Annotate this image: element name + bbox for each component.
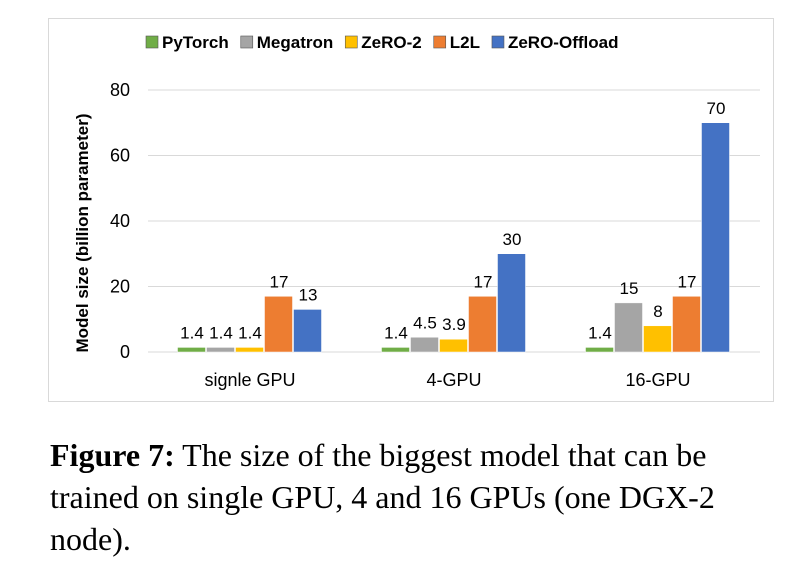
x-tick-label: 4-GPU	[426, 370, 481, 390]
bar-l2l-1	[468, 296, 497, 353]
y-tick-label: 20	[110, 277, 130, 297]
x-tick-label: 16-GPU	[625, 370, 690, 390]
caption-label: Figure 7:	[50, 437, 175, 473]
legend-swatch-l2l	[433, 35, 447, 49]
bar-pytorch-0	[177, 347, 206, 353]
bar-pytorch-1	[381, 347, 410, 353]
bar-zero-offload-2	[701, 122, 730, 353]
legend-swatch-pytorch	[145, 35, 159, 49]
data-label: 17	[678, 272, 697, 291]
x-tick-label: signle GPU	[204, 370, 295, 390]
y-tick-label: 0	[120, 342, 130, 362]
legend-label: L2L	[450, 33, 480, 52]
bar-megatron-2	[614, 302, 643, 353]
y-tick-label: 40	[110, 211, 130, 231]
bar-l2l-0	[264, 296, 293, 353]
legend-label: ZeRO-Offload	[508, 33, 619, 52]
bar-zero-offload-0	[293, 309, 322, 353]
chart-frame	[48, 18, 774, 402]
data-label: 17	[474, 272, 493, 291]
bar-chart: 0 20 40 60 80 Model size (billion parameter) 1…	[73, 33, 760, 390]
bar-pytorch-2	[585, 347, 614, 353]
y-tick-label: 80	[110, 80, 130, 100]
bar-zero-2-2	[643, 325, 672, 353]
figure-caption: Figure 7: The size of the biggest model …	[50, 434, 790, 560]
caption-text: The size of the biggest model that can b…	[50, 437, 715, 557]
data-label: 17	[270, 272, 289, 291]
legend-label: Megatron	[257, 33, 334, 52]
bar-megatron-0	[206, 347, 235, 353]
bar-zero-2-1	[439, 338, 468, 353]
bar-zero-offload-1	[497, 253, 526, 353]
data-label: 1.4	[238, 323, 262, 342]
bar-megatron-1	[410, 337, 439, 353]
data-label: 1.4	[384, 323, 408, 342]
data-label: 4.5	[413, 313, 437, 332]
data-label: 70	[707, 99, 726, 118]
bar-zero-2-0	[235, 347, 264, 353]
legend-swatch-zero-offload	[491, 35, 505, 49]
data-label: 13	[299, 285, 318, 304]
bar-l2l-2	[672, 296, 701, 353]
data-label: 1.4	[588, 323, 612, 342]
legend-label: PyTorch	[162, 33, 229, 52]
legend-swatch-zero-2	[344, 35, 358, 49]
y-tick-label: 60	[110, 146, 130, 166]
data-label: 8	[653, 302, 662, 321]
data-label: 3.9	[442, 315, 466, 334]
data-label: 30	[503, 230, 522, 249]
data-label: 15	[620, 279, 639, 298]
legend-label: ZeRO-2	[361, 33, 421, 52]
data-label: 1.4	[180, 323, 204, 342]
data-label: 1.4	[209, 323, 233, 342]
legend-swatch-megatron	[240, 35, 254, 49]
y-axis-label: Model size (billion parameter)	[73, 114, 92, 353]
